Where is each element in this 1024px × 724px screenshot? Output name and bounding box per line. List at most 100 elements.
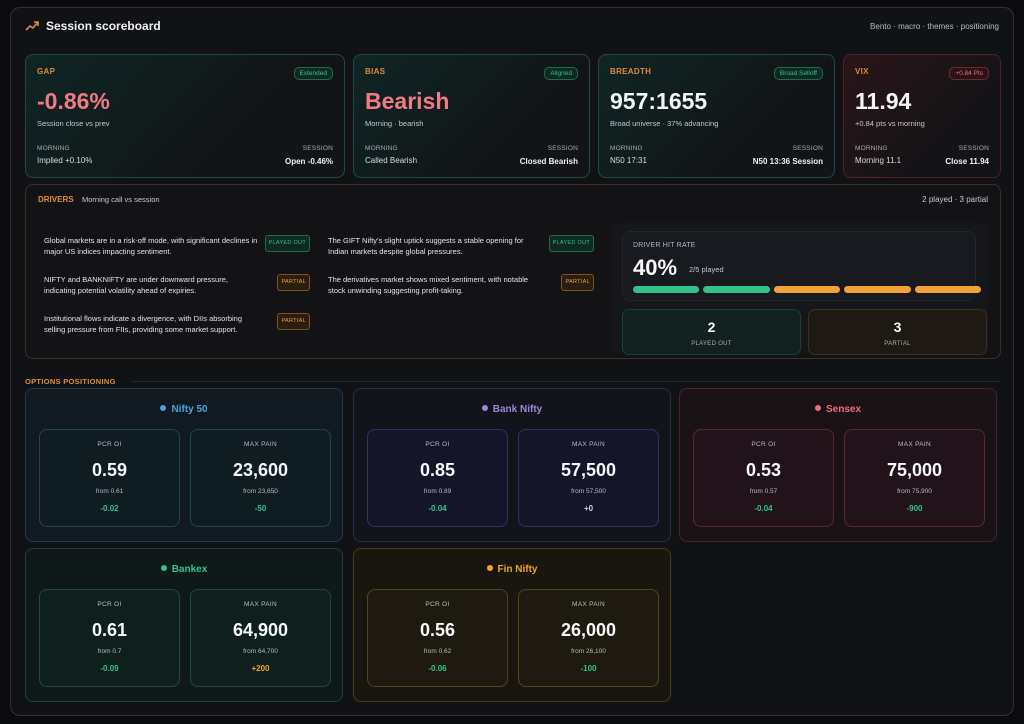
breadth-badge: Broad Selloff [773, 67, 823, 80]
vix-morning-value: Morning 11.1 [855, 156, 902, 165]
hit-rate-panel: DRIVER HIT RATE 40% 2/5 played 2 PLAYED … [612, 223, 988, 355]
driver-item[interactable]: The derivatives market shows mixed senti… [322, 270, 600, 300]
max-pain-from: from 64,700 [243, 648, 278, 655]
option-card-fin-nifty[interactable]: Fin Nifty PCR OI 0.56 from 0.62 -0.06 MAX PAI… [353, 548, 671, 702]
max-pain-label: MAX PAIN [572, 601, 605, 608]
option-card-title: Sensex [680, 404, 996, 415]
bias-badge: Aligned [544, 67, 578, 80]
bias-sub: Morning · bearish [365, 119, 424, 128]
pcr-from: from 0.62 [423, 648, 452, 655]
max-pain-label: MAX PAIN [244, 601, 277, 608]
max-pain-from: from 23,650 [243, 488, 278, 495]
bias-morning-label: MORNING [365, 145, 398, 152]
max-pain-delta: -100 [580, 664, 597, 673]
gap-sub: Session close vs prev [37, 119, 110, 128]
max-pain-delta: -900 [906, 504, 923, 513]
played-out-tile[interactable]: 2 PLAYED OUT [622, 309, 801, 355]
driver-item[interactable]: Global markets are in a risk-off mode, w… [38, 231, 316, 261]
bias-session-label: SESSION [547, 145, 578, 152]
max-pain-box: MAX PAIN 23,600 from 23,650 -50 [190, 429, 331, 527]
index-dot-icon [160, 565, 167, 571]
drivers-title: DRIVERS [38, 195, 74, 204]
driver-status-badge: PARTIAL [277, 313, 310, 330]
hit-rate-segment [773, 286, 841, 293]
drivers-panel: DRIVERS Morning call vs session 2 played… [25, 184, 1001, 359]
pcr-value: 0.56 [419, 620, 456, 640]
drivers-count: 2 played · 3 partial [922, 195, 988, 204]
partial-count: 3 [893, 319, 902, 335]
bias-label: BIAS [365, 67, 386, 76]
gap-card[interactable]: GAP Extended -0.86% Session close vs pre… [25, 54, 345, 178]
breadth-session-label: SESSION [792, 145, 823, 152]
max-pain-from: from 57,500 [571, 488, 606, 495]
pcr-box: PCR OI 0.85 from 0.89 -0.04 [367, 429, 508, 527]
driver-text: The derivatives market shows mixed senti… [328, 275, 529, 295]
max-pain-box: MAX PAIN 64,900 from 64,700 +200 [190, 589, 331, 687]
driver-item[interactable]: Institutional flows indicate a divergenc… [38, 309, 316, 339]
pcr-delta: -0.04 [428, 504, 447, 513]
played-out-count: 2 [707, 319, 716, 335]
partial-tile[interactable]: 3 PARTIAL [808, 309, 987, 355]
max-pain-box: MAX PAIN 57,500 from 57,500 +0 [518, 429, 659, 527]
pcr-delta: -0.06 [428, 664, 447, 673]
pcr-label: PCR OI [97, 601, 122, 608]
index-name: Bank Nifty [492, 404, 543, 415]
pcr-value: 0.61 [91, 620, 128, 640]
hit-rate-label: DRIVER HIT RATE [633, 242, 696, 249]
max-pain-from: from 75,900 [897, 488, 932, 495]
vix-value: 11.94 [855, 88, 912, 114]
trend-up-icon [25, 21, 39, 31]
hit-rate-segment [914, 286, 982, 293]
index-name: Nifty 50 [171, 404, 208, 415]
driver-status-badge: PLAYED OUT [548, 235, 594, 252]
breadth-card[interactable]: BREADTH Broad Selloff 957:1655 Broad uni… [598, 54, 835, 178]
max-pain-box: MAX PAIN 75,000 from 75,900 -900 [844, 429, 985, 527]
dashboard-frame: Session scoreboard Bento · macro · theme… [10, 7, 1014, 716]
vix-card[interactable]: VIX +0.84 Pts 11.94 +0.84 pts vs morning… [843, 54, 1001, 178]
option-card-nifty-50[interactable]: Nifty 50 PCR OI 0.59 from 0.61 -0.02 MAX PAIN… [25, 388, 343, 542]
vix-badge: +0.84 Pts [949, 67, 989, 80]
breadth-sub: Broad universe · 37% advancing [610, 119, 719, 128]
gap-session-label: SESSION [302, 145, 333, 152]
driver-status-badge: PLAYED OUT [264, 235, 310, 252]
driver-text: Institutional flows indicate a divergenc… [44, 314, 243, 334]
driver-item[interactable]: The GIFT Nifty's slight uptick suggests … [322, 231, 600, 261]
breadth-value: 957:1655 [610, 88, 708, 114]
max-pain-value: 57,500 [560, 460, 617, 480]
max-pain-value: 26,000 [560, 620, 617, 640]
driver-status-badge: PARTIAL [561, 274, 594, 291]
driver-text: The GIFT Nifty's slight uptick suggests … [328, 236, 524, 256]
driver-text: NIFTY and BANKNIFTY are under downward p… [44, 275, 228, 295]
breadth-label: BREADTH [610, 67, 652, 76]
max-pain-from: from 26,100 [571, 648, 606, 655]
driver-item[interactable]: NIFTY and BANKNIFTY are under downward p… [38, 270, 316, 300]
pcr-label: PCR OI [425, 441, 450, 448]
gap-value: -0.86% [37, 88, 110, 114]
option-card-title: Bankex [26, 564, 342, 575]
bias-value: Bearish [365, 88, 450, 114]
driver-status-badge: PARTIAL [277, 274, 310, 291]
max-pain-value: 64,900 [232, 620, 289, 640]
index-dot-icon [486, 565, 493, 571]
max-pain-delta: +200 [251, 664, 270, 673]
max-pain-label: MAX PAIN [244, 441, 277, 448]
hit-rate-value: 40% [633, 255, 678, 280]
option-card-bank-nifty[interactable]: Bank Nifty PCR OI 0.85 from 0.89 -0.04 MAX PA… [353, 388, 671, 542]
options-divider [131, 381, 999, 382]
pcr-value: 0.59 [91, 460, 128, 480]
index-dot-icon [481, 405, 488, 411]
bias-card[interactable]: BIAS Aligned Bearish Morning · bearish M… [353, 54, 590, 178]
hit-rate-segment [844, 286, 911, 293]
pcr-from: from 0.7 [97, 648, 122, 655]
vix-sub: +0.84 pts vs morning [855, 119, 925, 128]
partial-label: PARTIAL [884, 341, 911, 347]
hit-rate-fraction: 2/5 played [689, 265, 724, 274]
drivers-subtitle: Morning call vs session [82, 195, 160, 204]
breadcrumb[interactable]: Bento · macro · themes · positioning [870, 21, 999, 31]
max-pain-label: MAX PAIN [572, 441, 605, 448]
gap-morning-label: MORNING [37, 145, 70, 152]
pcr-box: PCR OI 0.61 from 0.7 -0.09 [39, 589, 180, 687]
option-card-sensex[interactable]: Sensex PCR OI 0.53 from 0.57 -0.04 MAX PAIN 75… [679, 388, 997, 542]
pcr-from: from 0.89 [423, 488, 452, 495]
option-card-bankex[interactable]: Bankex PCR OI 0.61 from 0.7 -0.09 MAX PAIN 64,… [25, 548, 343, 702]
